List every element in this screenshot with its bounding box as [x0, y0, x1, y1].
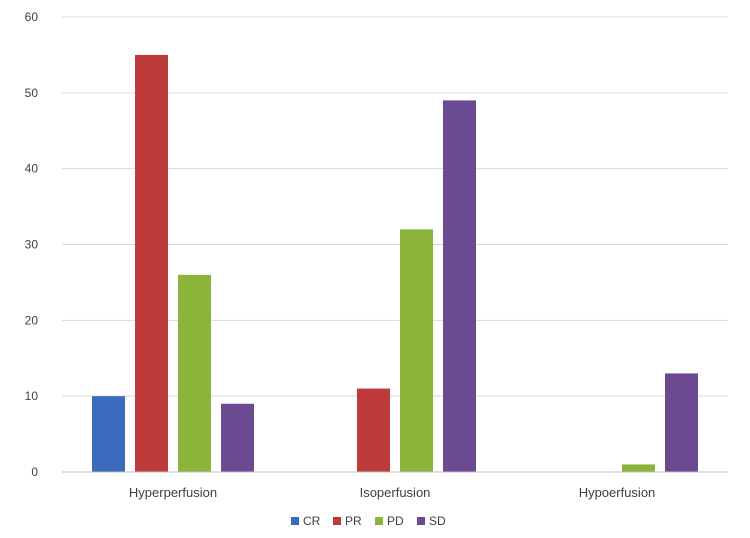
legend-label-sd: SD [429, 514, 446, 528]
y-tick-label: 0 [31, 465, 38, 479]
bar-sd-hypoerfusion [665, 373, 698, 472]
y-tick-label: 30 [25, 238, 39, 252]
legend-swatch-cr [291, 517, 299, 525]
y-tick-label: 40 [25, 162, 39, 176]
y-axis-ticks: 0 10 20 30 40 50 60 [25, 10, 39, 479]
y-tick-label: 50 [25, 86, 39, 100]
bar-cr-hyperperfusion [92, 396, 125, 472]
x-category-label: Hyperperfusion [129, 485, 217, 500]
legend-label-cr: CR [303, 514, 321, 528]
legend-swatch-sd [417, 517, 425, 525]
bar-pd-isoperfusion [400, 229, 433, 472]
bar-pr-isoperfusion [357, 388, 390, 472]
legend: CR PR PD SD [291, 514, 446, 528]
x-axis-category-labels: Hyperperfusion Isoperfusion Hypoerfusion [129, 485, 655, 500]
bar-pd-hyperperfusion [178, 274, 211, 472]
x-category-label: Isoperfusion [360, 485, 431, 500]
legend-label-pr: PR [345, 514, 362, 528]
y-tick-label: 60 [25, 10, 39, 24]
bar-pr-hyperperfusion [135, 54, 168, 473]
y-tick-label: 20 [25, 313, 39, 327]
y-tick-label: 10 [25, 389, 39, 403]
x-category-label: Hypoerfusion [579, 485, 656, 500]
legend-swatch-pr [333, 517, 341, 525]
legend-label-pd: PD [387, 514, 404, 528]
bar-sd-hyperperfusion [221, 403, 254, 472]
bars [92, 54, 698, 473]
bar-pd-hypoerfusion [622, 464, 655, 472]
gridlines [62, 16, 728, 397]
legend-swatch-pd [375, 517, 383, 525]
bar-sd-isoperfusion [443, 100, 476, 473]
